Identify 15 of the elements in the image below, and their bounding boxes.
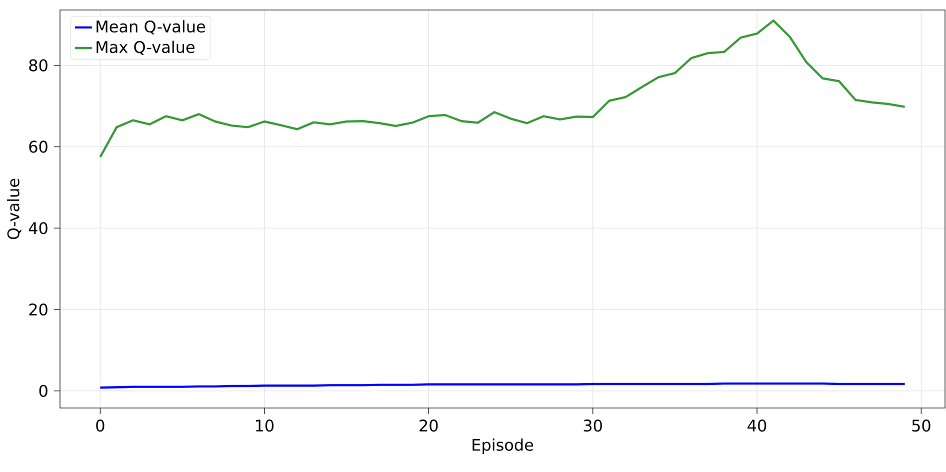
y-tick-label: 80: [29, 59, 48, 72]
y-axis-title: Q-value: [7, 178, 22, 240]
legend-label: Mean Q-value: [96, 20, 206, 34]
y-tick-label: 0: [39, 384, 48, 397]
x-tick-label: 0: [96, 420, 104, 432]
x-tick-label: 10: [256, 420, 274, 432]
y-tick-label: 60: [29, 140, 48, 153]
y-tick-label: 20: [29, 303, 48, 316]
x-axis-title: Episode: [472, 438, 534, 454]
legend-label: Max Q-value: [96, 40, 195, 55]
x-tick-label: 40: [748, 420, 766, 432]
x-tick-label: 50: [912, 420, 930, 432]
x-tick-label: 20: [420, 420, 438, 432]
y-tick-label: 40: [28, 222, 48, 234]
x-tick-label: 30: [584, 420, 602, 432]
